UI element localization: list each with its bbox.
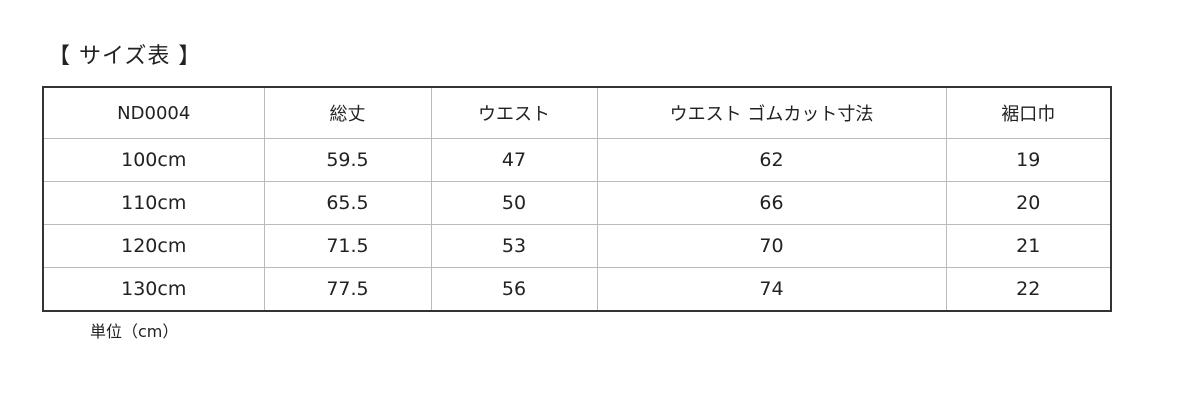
table-cell: 110cm bbox=[42, 181, 265, 225]
table-cell: 19 bbox=[945, 138, 1112, 182]
table-cell: 77.5 bbox=[263, 267, 432, 312]
table-cell: 50 bbox=[430, 181, 598, 225]
table-cell: 22 bbox=[945, 267, 1112, 312]
header-cell: 裾口巾 bbox=[945, 86, 1112, 139]
unit-note: 単位（cm） bbox=[90, 322, 179, 341]
table-cell: 53 bbox=[430, 224, 598, 268]
table-cell: 62 bbox=[596, 138, 947, 182]
header-cell: 総丈 bbox=[263, 86, 432, 139]
table-row: 110cm 65.5 50 66 20 bbox=[42, 181, 1112, 225]
table-cell: 130cm bbox=[42, 267, 265, 312]
table-cell: 100cm bbox=[42, 138, 265, 182]
table-cell: 20 bbox=[945, 181, 1112, 225]
table-cell: 21 bbox=[945, 224, 1112, 268]
table-cell: 56 bbox=[430, 267, 598, 312]
table-row: 100cm 59.5 47 62 19 bbox=[42, 138, 1112, 182]
table-cell: 120cm bbox=[42, 224, 265, 268]
header-cell: ウエスト ゴムカット寸法 bbox=[596, 86, 947, 139]
header-row: ND0004 総丈 ウエスト ウエスト ゴムカット寸法 裾口巾 bbox=[42, 86, 1112, 139]
header-cell: ウエスト bbox=[430, 86, 598, 139]
table-cell: 47 bbox=[430, 138, 598, 182]
table-cell: 59.5 bbox=[263, 138, 432, 182]
table-row: 130cm 77.5 56 74 22 bbox=[42, 267, 1112, 312]
page-title: 【 サイズ表 】 bbox=[48, 44, 202, 69]
table-cell: 71.5 bbox=[263, 224, 432, 268]
table-cell: 65.5 bbox=[263, 181, 432, 225]
header-cell: ND0004 bbox=[42, 86, 265, 139]
size-table: ND0004 総丈 ウエスト ウエスト ゴムカット寸法 裾口巾 100cm 59.5 47 62… bbox=[42, 86, 1112, 312]
table-cell: 70 bbox=[596, 224, 947, 268]
table-row: 120cm 71.5 53 70 21 bbox=[42, 224, 1112, 268]
table-cell: 66 bbox=[596, 181, 947, 225]
table-cell: 74 bbox=[596, 267, 947, 312]
